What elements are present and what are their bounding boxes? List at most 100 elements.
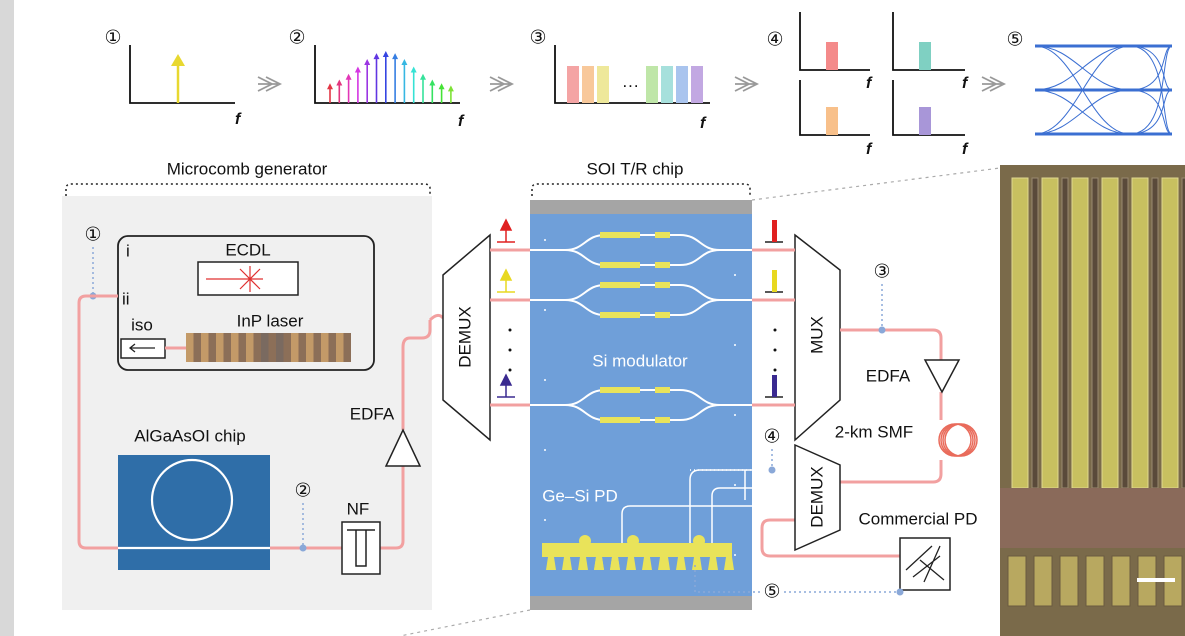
- label: NF: [347, 499, 370, 518]
- chip-dot: [544, 239, 546, 241]
- axis-label: f: [235, 111, 242, 128]
- ellipsis-dot: [509, 349, 512, 352]
- laser-segment: [344, 333, 352, 362]
- axis-label: f: [458, 113, 465, 130]
- comb-head: [355, 66, 361, 72]
- channel: [646, 66, 658, 103]
- chip-dot: [544, 379, 546, 381]
- pad: [1060, 556, 1078, 606]
- electrode-strip: [1012, 178, 1028, 488]
- inp-laser: [186, 333, 351, 362]
- laser-segment: [321, 333, 329, 362]
- label: iso: [131, 315, 153, 334]
- marker: ③: [873, 261, 890, 283]
- channel: [597, 66, 609, 103]
- marker: ⑤: [1006, 29, 1023, 51]
- waveguide-strip: [1092, 178, 1098, 488]
- marker: ②: [288, 27, 305, 49]
- label: AlGaAsOI chip: [134, 426, 246, 445]
- ellipsis: ···: [622, 75, 639, 94]
- laser-segment: [254, 333, 262, 362]
- fiber-coil-part: [941, 424, 973, 456]
- bracket: [66, 184, 430, 196]
- comb-head: [327, 83, 333, 89]
- pd-core: [579, 535, 591, 547]
- electrode-strip: [1072, 178, 1088, 488]
- laser-segment: [269, 333, 277, 362]
- electrode-strip: [1102, 178, 1118, 488]
- comb-head: [439, 83, 445, 89]
- marker: ①: [104, 27, 121, 49]
- comb-head: [383, 51, 389, 57]
- laser-segment: [284, 333, 292, 362]
- step-arrow: [982, 77, 1004, 91]
- marker: ⑤: [763, 581, 780, 603]
- electrode: [600, 417, 640, 423]
- edfa: [925, 360, 959, 392]
- tx-marker: [497, 220, 515, 242]
- chip-dot: [544, 449, 546, 451]
- chip-dot: [734, 414, 736, 416]
- rx-bar: [772, 270, 777, 292]
- marker: ④: [763, 426, 780, 448]
- rx-bar: [772, 375, 777, 397]
- channel: [567, 66, 579, 103]
- comb-head: [364, 59, 370, 65]
- laser-segment: [336, 333, 344, 362]
- channel: [919, 42, 931, 70]
- chip-edge: [530, 596, 752, 610]
- chip-edge: [530, 200, 752, 214]
- probe-point: [897, 589, 904, 596]
- pump-head: [171, 54, 185, 66]
- marker: ②: [294, 480, 311, 502]
- fiber-coil-part: [945, 424, 977, 456]
- step-arrow: [735, 77, 757, 91]
- bracket: [532, 184, 750, 196]
- comb-head: [346, 74, 352, 80]
- chip-dot: [734, 554, 736, 556]
- channel: [826, 107, 838, 135]
- stage-2: ② f: [288, 27, 465, 131]
- laser-segment: [194, 333, 202, 362]
- label: ii: [122, 289, 130, 308]
- label: DEMUX: [807, 466, 826, 527]
- laser-segment: [216, 333, 224, 362]
- label: i: [126, 241, 130, 260]
- microcomb-generator: Microcomb generator i ii ECDL iso InP la…: [62, 159, 432, 610]
- electrode: [600, 282, 640, 288]
- label: EDFA: [866, 366, 911, 385]
- channel: [826, 42, 838, 70]
- ellipsis-dot: [509, 329, 512, 332]
- marker: ③: [529, 27, 546, 49]
- waveguide-strip: [1122, 178, 1128, 488]
- stage-4: ④ f f f f: [766, 12, 969, 158]
- waveguide-strip: [1062, 178, 1068, 488]
- probe-point: [879, 327, 886, 334]
- laser-segment: [239, 333, 247, 362]
- label: DEMUX: [455, 306, 474, 367]
- label: Ge–Si PD: [542, 486, 618, 505]
- edge-strip: [0, 0, 14, 636]
- section-title: SOI T/R chip: [587, 159, 684, 178]
- axis-label: f: [700, 115, 707, 132]
- label: ECDL: [225, 240, 270, 259]
- laser-segment: [314, 333, 322, 362]
- laser-segment: [201, 333, 209, 362]
- laser-segment: [231, 333, 239, 362]
- metal-band: [1000, 488, 1185, 548]
- ellipsis-dot: [774, 369, 777, 372]
- pad: [1008, 556, 1026, 606]
- stage-1: ① f: [104, 27, 242, 129]
- axis-label: f: [962, 75, 969, 92]
- channel: [661, 66, 673, 103]
- axes: [130, 45, 235, 103]
- electrode: [655, 282, 670, 288]
- electrode: [655, 262, 670, 268]
- electrode: [655, 387, 670, 393]
- pad: [1086, 556, 1104, 606]
- marker: ①: [84, 224, 101, 246]
- label: 2-km SMF: [835, 422, 913, 441]
- axes: [315, 45, 460, 103]
- label: EDFA: [350, 404, 395, 423]
- comb-head: [392, 53, 398, 59]
